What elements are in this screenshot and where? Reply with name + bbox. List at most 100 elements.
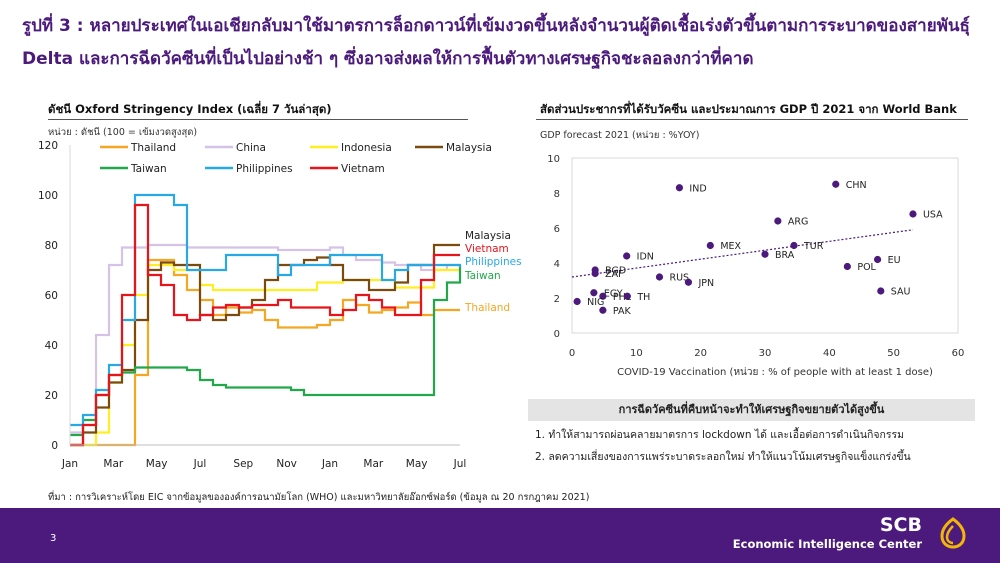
series-line-china xyxy=(70,243,460,434)
left-chart-title: ดัชนี Oxford Stringency Index (เฉลี่ย 7 … xyxy=(48,102,332,116)
scatter-label-zaf: ZAF xyxy=(605,269,623,280)
x-tick-label: 0 xyxy=(569,348,575,359)
legend-label: Philippines xyxy=(236,163,293,175)
trend-line xyxy=(571,229,914,278)
x-tick-label: Mar xyxy=(103,458,123,470)
legend-label: Malaysia xyxy=(446,142,492,154)
y-tick-label: 2 xyxy=(554,294,560,305)
scatter-label-phl: PHL xyxy=(613,292,632,303)
x-tick-label: May xyxy=(406,458,428,470)
legend-label: China xyxy=(236,142,266,154)
scatter-point-sau xyxy=(877,287,885,295)
x-tick-label: 40 xyxy=(823,348,836,359)
legend-label: Vietnam xyxy=(341,163,385,175)
end-label-malaysia: Malaysia xyxy=(465,230,511,242)
footer-bar xyxy=(0,508,1000,563)
brand-block: SCB Economic Intelligence Center xyxy=(733,514,922,552)
y-tick-label: 120 xyxy=(38,140,58,152)
end-label-taiwan: Taiwan xyxy=(464,270,501,282)
x-tick-label: Jan xyxy=(61,458,78,470)
scatter-label-nig: NIG xyxy=(587,297,604,308)
scatter-point-egy xyxy=(590,289,598,297)
scatter-point-chn xyxy=(832,180,840,188)
right-chart-title: สัดส่วนประชากรที่ได้รับวัคซีน และประมาณก… xyxy=(540,102,957,116)
y-tick-label: 40 xyxy=(45,340,58,352)
scatter-point-mex xyxy=(706,241,714,250)
scatter-point-tur xyxy=(790,241,798,250)
scatter-point-idn xyxy=(623,252,631,260)
scatter-point-ind xyxy=(675,184,684,192)
scatter-point-arg xyxy=(774,217,782,225)
scatter-point-usa xyxy=(909,210,917,218)
scatter-label-idn: IDN xyxy=(637,252,654,263)
legend-label: Indonesia xyxy=(341,142,392,154)
scatter-label-ind: IND xyxy=(689,183,706,194)
x-tick-label: Jan xyxy=(321,458,338,470)
brand-subtitle: Economic Intelligence Center xyxy=(732,537,922,551)
y-tick-label: 6 xyxy=(554,224,560,235)
scatter-label-usa: USA xyxy=(923,210,943,221)
x-tick-label: 60 xyxy=(952,348,965,359)
scatter-label-jpn: JPN xyxy=(697,278,714,289)
scatter-point-pol xyxy=(843,262,851,271)
scatter-label-rus: RUS xyxy=(669,273,689,284)
scatter-label-bra: BRA xyxy=(775,250,795,261)
x-tick-label: Jul xyxy=(453,458,467,470)
scatter-label-th: TH xyxy=(636,292,650,303)
scatter-label-egy: EGY xyxy=(604,288,623,299)
scatter-point-bra xyxy=(761,250,769,258)
y-tick-label: 0 xyxy=(554,329,560,340)
legend-label: Taiwan xyxy=(130,163,167,175)
x-axis-title: COVID-19 Vaccination (หน่วย : % of peopl… xyxy=(617,367,933,378)
end-label-philippines: Philippines xyxy=(465,256,522,268)
scatter-point-rus xyxy=(655,273,664,281)
stringency-line-chart: 0 20 40 60 80 100 120 Jan Mar May Jul Sep Nov Jan Mar M… xyxy=(38,140,522,470)
x-tick-label: 10 xyxy=(630,348,643,359)
end-label-vietnam: Vietnam xyxy=(465,243,509,255)
brand-name: SCB xyxy=(879,514,922,536)
x-tick-label: Jul xyxy=(193,458,207,470)
legend-label: Thailand xyxy=(130,142,176,154)
page-number: 3 xyxy=(50,533,57,544)
x-tick-label: 20 xyxy=(694,348,707,359)
plot-frame xyxy=(571,157,959,334)
x-tick-label: 50 xyxy=(887,348,900,359)
scb-emblem-icon xyxy=(940,517,966,549)
right-title-rule xyxy=(536,119,968,120)
scatter-point-phl xyxy=(599,292,607,300)
right-chart-unit: GDP forecast 2021 (หน่วย : %YOY) xyxy=(540,130,700,141)
y-tick-label: 0 xyxy=(51,440,58,452)
left-chart-unit: หน่วย : ดัชนี (100 = เข้มงวดสูงสุด) xyxy=(48,127,198,138)
scatter-point-nig xyxy=(573,297,581,306)
y-tick-label: 100 xyxy=(38,190,58,202)
scatter-label-sau: SAU xyxy=(891,287,911,298)
x-tick-label: Mar xyxy=(363,458,383,470)
scatter-label-chn: CHN xyxy=(846,180,867,191)
scatter-point-zaf xyxy=(591,269,599,278)
x-tick-label: Nov xyxy=(276,458,297,470)
y-tick-label: 80 xyxy=(45,240,58,252)
scatter-label-bgd: BGD xyxy=(605,266,626,277)
scatter-label-eu: EU xyxy=(888,255,901,266)
scatter-point-eu xyxy=(873,255,882,264)
x-tick-label: 30 xyxy=(759,348,772,359)
scatter-label-tur: TUR xyxy=(803,241,824,252)
y-tick-label: 20 xyxy=(45,390,58,402)
y-tick-label: 4 xyxy=(554,259,560,270)
takeaway-item-2: 2. ลดความเสี่ยงของการแพร่ระบาดระลอกใหม่ … xyxy=(535,451,911,463)
y-tick-label: 60 xyxy=(45,290,58,302)
source-note: ที่มา : การวิเคราะห์โดย EIC จากข้อมูลของ… xyxy=(48,492,590,503)
y-tick-label: 10 xyxy=(547,154,560,165)
takeaway-heading: การฉีดวัคซีนที่คืบหน้าจะทำให้เศรษฐกิจขยา… xyxy=(528,399,975,421)
y-tick-label: 8 xyxy=(554,189,560,200)
scatter-point-pak xyxy=(599,306,607,314)
scatter-label-pol: POL xyxy=(857,262,876,273)
series-line-vietnam xyxy=(70,203,460,447)
series-line-malaysia xyxy=(70,243,460,447)
scatter-label-pak: PAK xyxy=(613,306,632,317)
scatter-label-arg: ARG xyxy=(788,217,808,228)
takeaway-item-1: 1. ทำให้สามารถผ่อนคลายมาตรการ lockdown ไ… xyxy=(535,429,905,441)
x-tick-label: May xyxy=(146,458,168,470)
x-tick-label: Sep xyxy=(233,458,253,470)
end-label-thailand: Thailand xyxy=(464,302,510,314)
